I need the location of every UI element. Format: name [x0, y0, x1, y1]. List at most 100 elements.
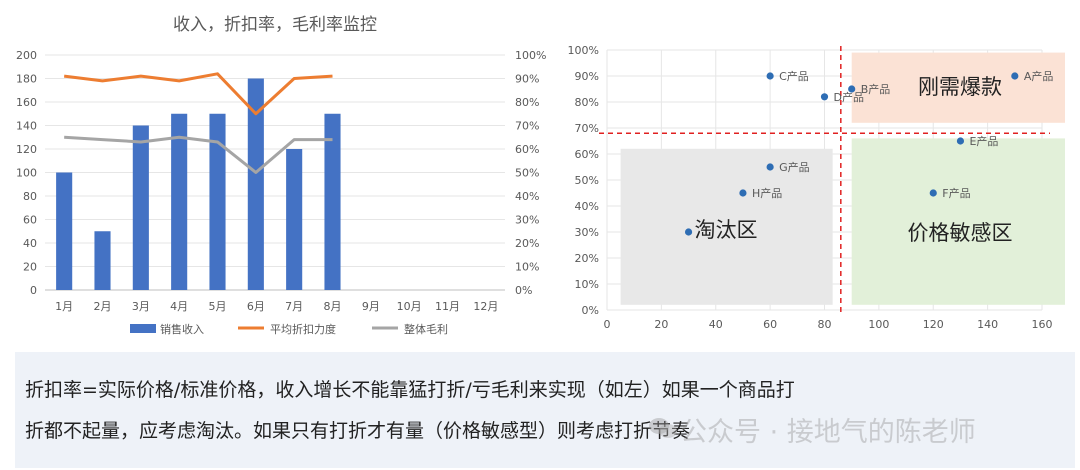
y-tick-label: 160	[16, 96, 37, 109]
y2-tick-label: 50%	[515, 167, 539, 180]
x-tick-label: 10月	[397, 300, 422, 313]
y-tick-label: 40	[23, 237, 37, 250]
zone-label: 刚需爆款	[918, 75, 1002, 99]
y-tick-label: 20%	[575, 252, 599, 265]
y-tick-label: 10%	[575, 278, 599, 291]
zone-1	[851, 138, 1065, 305]
x-tick-label: 120	[923, 318, 944, 330]
x-tick-label: 100	[868, 318, 889, 330]
y-tick-label: 70%	[575, 122, 599, 135]
wechat-icon	[649, 418, 677, 438]
legend-label: 销售收入	[160, 322, 204, 336]
scatter-point	[929, 189, 937, 197]
y2-tick-label: 30%	[515, 214, 539, 227]
x-tick-label: 5月	[209, 300, 227, 313]
y2-tick-label: 10%	[515, 261, 539, 274]
y2-tick-label: 100%	[515, 49, 546, 62]
x-tick-label: 11月	[435, 300, 460, 313]
point-label: A产品	[1024, 69, 1054, 83]
bar-revenue	[286, 149, 303, 290]
line-margin	[64, 135, 333, 174]
watermark-text: 公众号 · 接地气的陈老师	[680, 417, 976, 448]
point-label: F产品	[942, 186, 970, 200]
y-tick-label: 60%	[575, 148, 599, 161]
y-tick-label: 80	[23, 190, 37, 203]
y2-tick-label: 0%	[515, 284, 532, 297]
zone-label: 淘汰区	[695, 218, 758, 242]
y-tick-label: 200	[16, 49, 37, 62]
x-tick-label: 40	[709, 318, 723, 330]
x-tick-label: 12月	[473, 300, 498, 313]
x-tick-label: 60	[763, 318, 777, 330]
y2-tick-label: 70%	[515, 120, 539, 133]
bar-revenue	[324, 113, 341, 290]
y-tick-label: 20	[23, 261, 37, 274]
zone-0	[851, 52, 1065, 123]
line-discount	[63, 72, 333, 116]
caption-line-2: 折都不起量，应考虑淘汰。如果只有打折才有量（价格敏感型）则考虑打折节奏	[25, 420, 691, 442]
revenue-discount-margin-chart: 收入，折扣率，毛利率监控 0 20 40 60 80 100 120 140 160 180 200 0…	[0, 0, 560, 345]
x-tick-label: 8月	[324, 300, 342, 313]
x-tick-label: 2月	[94, 300, 112, 313]
y-tick-label: 0%	[582, 304, 599, 317]
y-tick-label: 120	[16, 143, 37, 156]
x-tick-label: 7月	[285, 300, 303, 313]
y2-tick-label: 20%	[515, 237, 539, 250]
scatter-point	[820, 93, 829, 101]
bar-revenue	[171, 113, 188, 290]
legend-label: 平均折扣力度	[270, 322, 336, 336]
y-tick-label: 180	[16, 73, 37, 86]
y-tick-label: 100%	[568, 44, 599, 57]
x-tick-label: 3月	[132, 300, 150, 313]
y2-tick-label: 90%	[515, 73, 539, 86]
chart-title: 收入，折扣率，毛利率监控	[173, 15, 377, 35]
x-tick-label: 4月	[170, 300, 188, 313]
y-tick-label: 140	[16, 120, 37, 133]
point-label: G产品	[779, 160, 810, 174]
scatter-point	[956, 137, 965, 145]
zone-label: 价格敏感区	[908, 221, 1013, 245]
scatter-point	[739, 189, 747, 197]
bar-revenue	[247, 78, 264, 290]
y2-tick-label: 60%	[515, 143, 539, 156]
caption-box: 折扣率=实际价格/标准价格，收入增长不能靠猛打折/亏毛利来实现（如左）如果一个商…	[15, 352, 1075, 468]
y-tick-label: 80%	[575, 96, 599, 109]
scatter-point	[766, 163, 774, 171]
scatter-point	[766, 72, 774, 80]
product-positioning-scatter: 0% 10% 20% 30% 40% 50% 60% 70% 80% 90% 100% 0 20 40 60…	[560, 30, 1080, 331]
caption-line-1: 折扣率=实际价格/标准价格，收入增长不能靠猛打折/亏毛利来实现（如左）如果一个商…	[25, 379, 795, 401]
bar-revenue	[209, 113, 226, 290]
point-label: D产品	[834, 90, 864, 104]
y-tick-label: 30%	[575, 226, 599, 239]
y2-tick-label: 80%	[515, 96, 539, 109]
x-tick-label: 20	[654, 318, 668, 330]
x-tick-label: 160	[1032, 318, 1053, 330]
legend-swatch-revenue	[130, 324, 156, 333]
y-tick-label: 40%	[575, 200, 599, 213]
x-tick-label: 0	[604, 318, 611, 330]
scatter-chart-svg: 0% 10% 20% 30% 40% 50% 60% 70% 80% 90% 100% 0 20 40 60…	[568, 44, 1065, 331]
y-tick-label: 50%	[575, 174, 599, 187]
x-tick-label: 1月	[55, 300, 73, 313]
scatter-point	[1011, 72, 1019, 80]
bar-revenue	[56, 172, 73, 290]
point-label: C产品	[779, 69, 809, 83]
y-tick-label: 60	[23, 214, 37, 227]
combo-chart-svg: 收入，折扣率，毛利率监控 0 20 40 60 80 100 120 140 160 180 200 0…	[16, 15, 546, 336]
x-tick-label: 9月	[362, 300, 380, 313]
y-tick-label: 0	[30, 284, 37, 297]
x-tick-label: 80	[818, 318, 832, 330]
scatter-point	[684, 228, 693, 236]
x-tick-label: 6月	[247, 300, 265, 313]
zone-2	[620, 148, 833, 305]
y2-tick-label: 40%	[515, 190, 539, 203]
scatter-point	[848, 85, 856, 93]
legend-label: 整体毛利	[404, 322, 448, 336]
bar-revenue	[94, 231, 111, 290]
point-label: H产品	[752, 186, 782, 200]
point-label: B产品	[861, 82, 891, 96]
bar-revenue	[132, 125, 149, 290]
x-tick-label: 140	[977, 318, 998, 330]
y-tick-label: 100	[16, 167, 37, 180]
point-label: E产品	[969, 134, 998, 148]
